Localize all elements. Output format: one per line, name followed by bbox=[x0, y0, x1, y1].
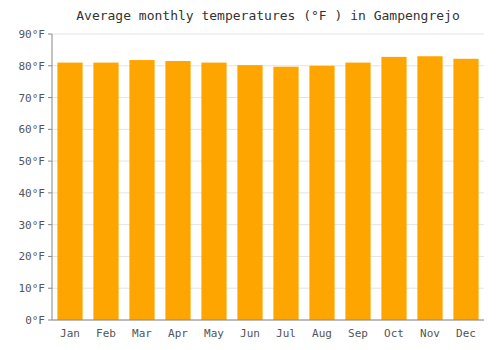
x-tick-label: Mar bbox=[132, 327, 152, 340]
bar bbox=[165, 61, 190, 320]
y-tick bbox=[48, 34, 52, 35]
y-tick-label: 0°F bbox=[25, 314, 45, 327]
y-tick bbox=[48, 192, 52, 193]
y-tick-label: 50°F bbox=[19, 155, 46, 168]
x-tick-label: Apr bbox=[168, 327, 188, 340]
grid bbox=[52, 34, 484, 320]
bar bbox=[93, 63, 118, 320]
bars bbox=[57, 56, 478, 320]
bar bbox=[309, 66, 334, 320]
y-tick-label: 20°F bbox=[19, 250, 46, 263]
bar bbox=[273, 67, 298, 320]
y-tick-label: 80°F bbox=[19, 60, 46, 73]
x-tick-label: Jun bbox=[240, 327, 260, 340]
bar bbox=[345, 63, 370, 320]
title: Average monthly temperatures (°F ) in Ga… bbox=[76, 8, 460, 23]
bar bbox=[381, 57, 406, 320]
x-tick-label: Aug bbox=[312, 327, 332, 340]
y-tick-label: 30°F bbox=[19, 219, 46, 232]
y-tick bbox=[48, 129, 52, 130]
x-tick-label: Jan bbox=[60, 327, 80, 340]
y-tick-label: 90°F bbox=[19, 28, 46, 41]
y-tick-label: 60°F bbox=[19, 123, 46, 136]
y-axis: 0°F 10°F 20°F 30°F 40°F 50°F 60°F 70°F 80°F 90°F bbox=[19, 28, 53, 327]
y-tick bbox=[48, 288, 52, 289]
y-tick-label: 10°F bbox=[19, 282, 46, 295]
x-tick-label: Oct bbox=[384, 327, 404, 340]
bar bbox=[237, 65, 262, 320]
grid-line bbox=[52, 320, 484, 321]
x-tick-label: Dec bbox=[456, 327, 476, 340]
x-axis: Jan Feb Mar Apr May Jun Jul Aug Sep Oct Nov Dec bbox=[60, 327, 476, 340]
x-tick-label: Jul bbox=[276, 327, 296, 340]
x-tick-label: Feb bbox=[96, 327, 116, 340]
x-tick-label: Nov bbox=[420, 327, 440, 340]
y-tick-label: 40°F bbox=[19, 187, 46, 200]
bar bbox=[57, 63, 82, 320]
x-axis-line bbox=[52, 320, 484, 321]
y-tick-label: 70°F bbox=[19, 92, 46, 105]
y-tick bbox=[48, 65, 52, 66]
y-tick bbox=[48, 256, 52, 257]
x-tick-label: May bbox=[204, 327, 224, 340]
bar bbox=[417, 56, 442, 320]
x-tick-label: Sep bbox=[348, 327, 368, 340]
y-axis-line bbox=[52, 34, 53, 320]
grid-line bbox=[52, 34, 484, 35]
bar bbox=[201, 63, 226, 320]
chart: Average monthly temperatures (°F ) in Ga… bbox=[0, 0, 500, 350]
chart-container: Average monthly temperatures (°F ) in Ga… bbox=[0, 0, 500, 350]
y-tick bbox=[48, 161, 52, 162]
bar bbox=[453, 59, 478, 320]
y-tick bbox=[48, 320, 52, 321]
y-tick bbox=[48, 97, 52, 98]
bar bbox=[129, 60, 154, 320]
y-tick bbox=[48, 224, 52, 225]
